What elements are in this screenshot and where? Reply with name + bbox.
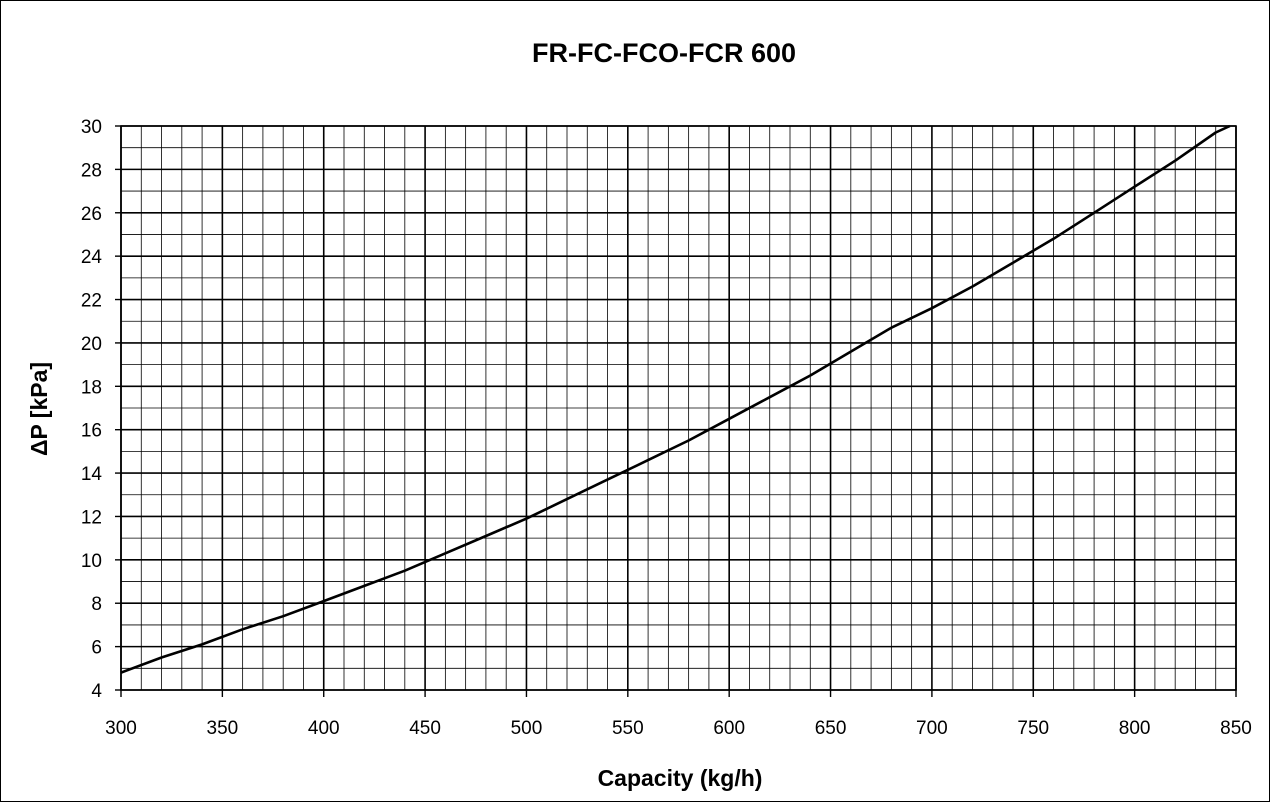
y-tick-label: 20 <box>81 334 102 355</box>
x-tick-label: 600 <box>713 718 745 739</box>
y-tick-label: 16 <box>81 421 102 442</box>
x-axis-title: Capacity (kg/h) <box>598 765 763 791</box>
x-tick-label: 850 <box>1220 718 1252 739</box>
y-tick-label: 10 <box>81 551 102 572</box>
series-line <box>120 124 1231 674</box>
plot-area-border <box>120 125 1237 691</box>
x-tick-label: 400 <box>308 718 340 739</box>
x-tick-label: 800 <box>1119 718 1151 739</box>
x-tick-label: 300 <box>105 718 137 739</box>
y-tick-label: 18 <box>81 377 102 398</box>
x-tick-label: 450 <box>409 718 441 739</box>
y-tick-label: 14 <box>81 464 103 485</box>
y-tick-label: 8 <box>91 594 102 615</box>
series-layer <box>120 124 1231 674</box>
y-tick-label: 30 <box>81 117 102 138</box>
x-tick-label: 500 <box>511 718 543 739</box>
y-tick-label: 6 <box>91 638 102 659</box>
x-tick-label: 650 <box>815 718 847 739</box>
y-tick-label: 22 <box>81 291 102 312</box>
y-tick-label: 26 <box>81 204 102 225</box>
x-tick-label: 750 <box>1017 718 1049 739</box>
y-tick-label: 12 <box>81 507 102 528</box>
y-tick-label: 24 <box>81 247 103 268</box>
x-tick-label: 700 <box>916 718 948 739</box>
chart-title: FR-FC-FCO-FCR 600 <box>532 38 796 68</box>
y-tick-label: 4 <box>91 681 102 702</box>
y-tick-label: 28 <box>81 160 102 181</box>
x-tick-label: 350 <box>207 718 239 739</box>
axis-ticks: 300 350 400 450 500 550 600 650 700 750 800 850 4 6 8 1… <box>81 117 1252 739</box>
x-tick-label: 550 <box>612 718 644 739</box>
plot-grid <box>120 125 1237 691</box>
y-axis-title: ΔP [kPa] <box>26 362 52 456</box>
